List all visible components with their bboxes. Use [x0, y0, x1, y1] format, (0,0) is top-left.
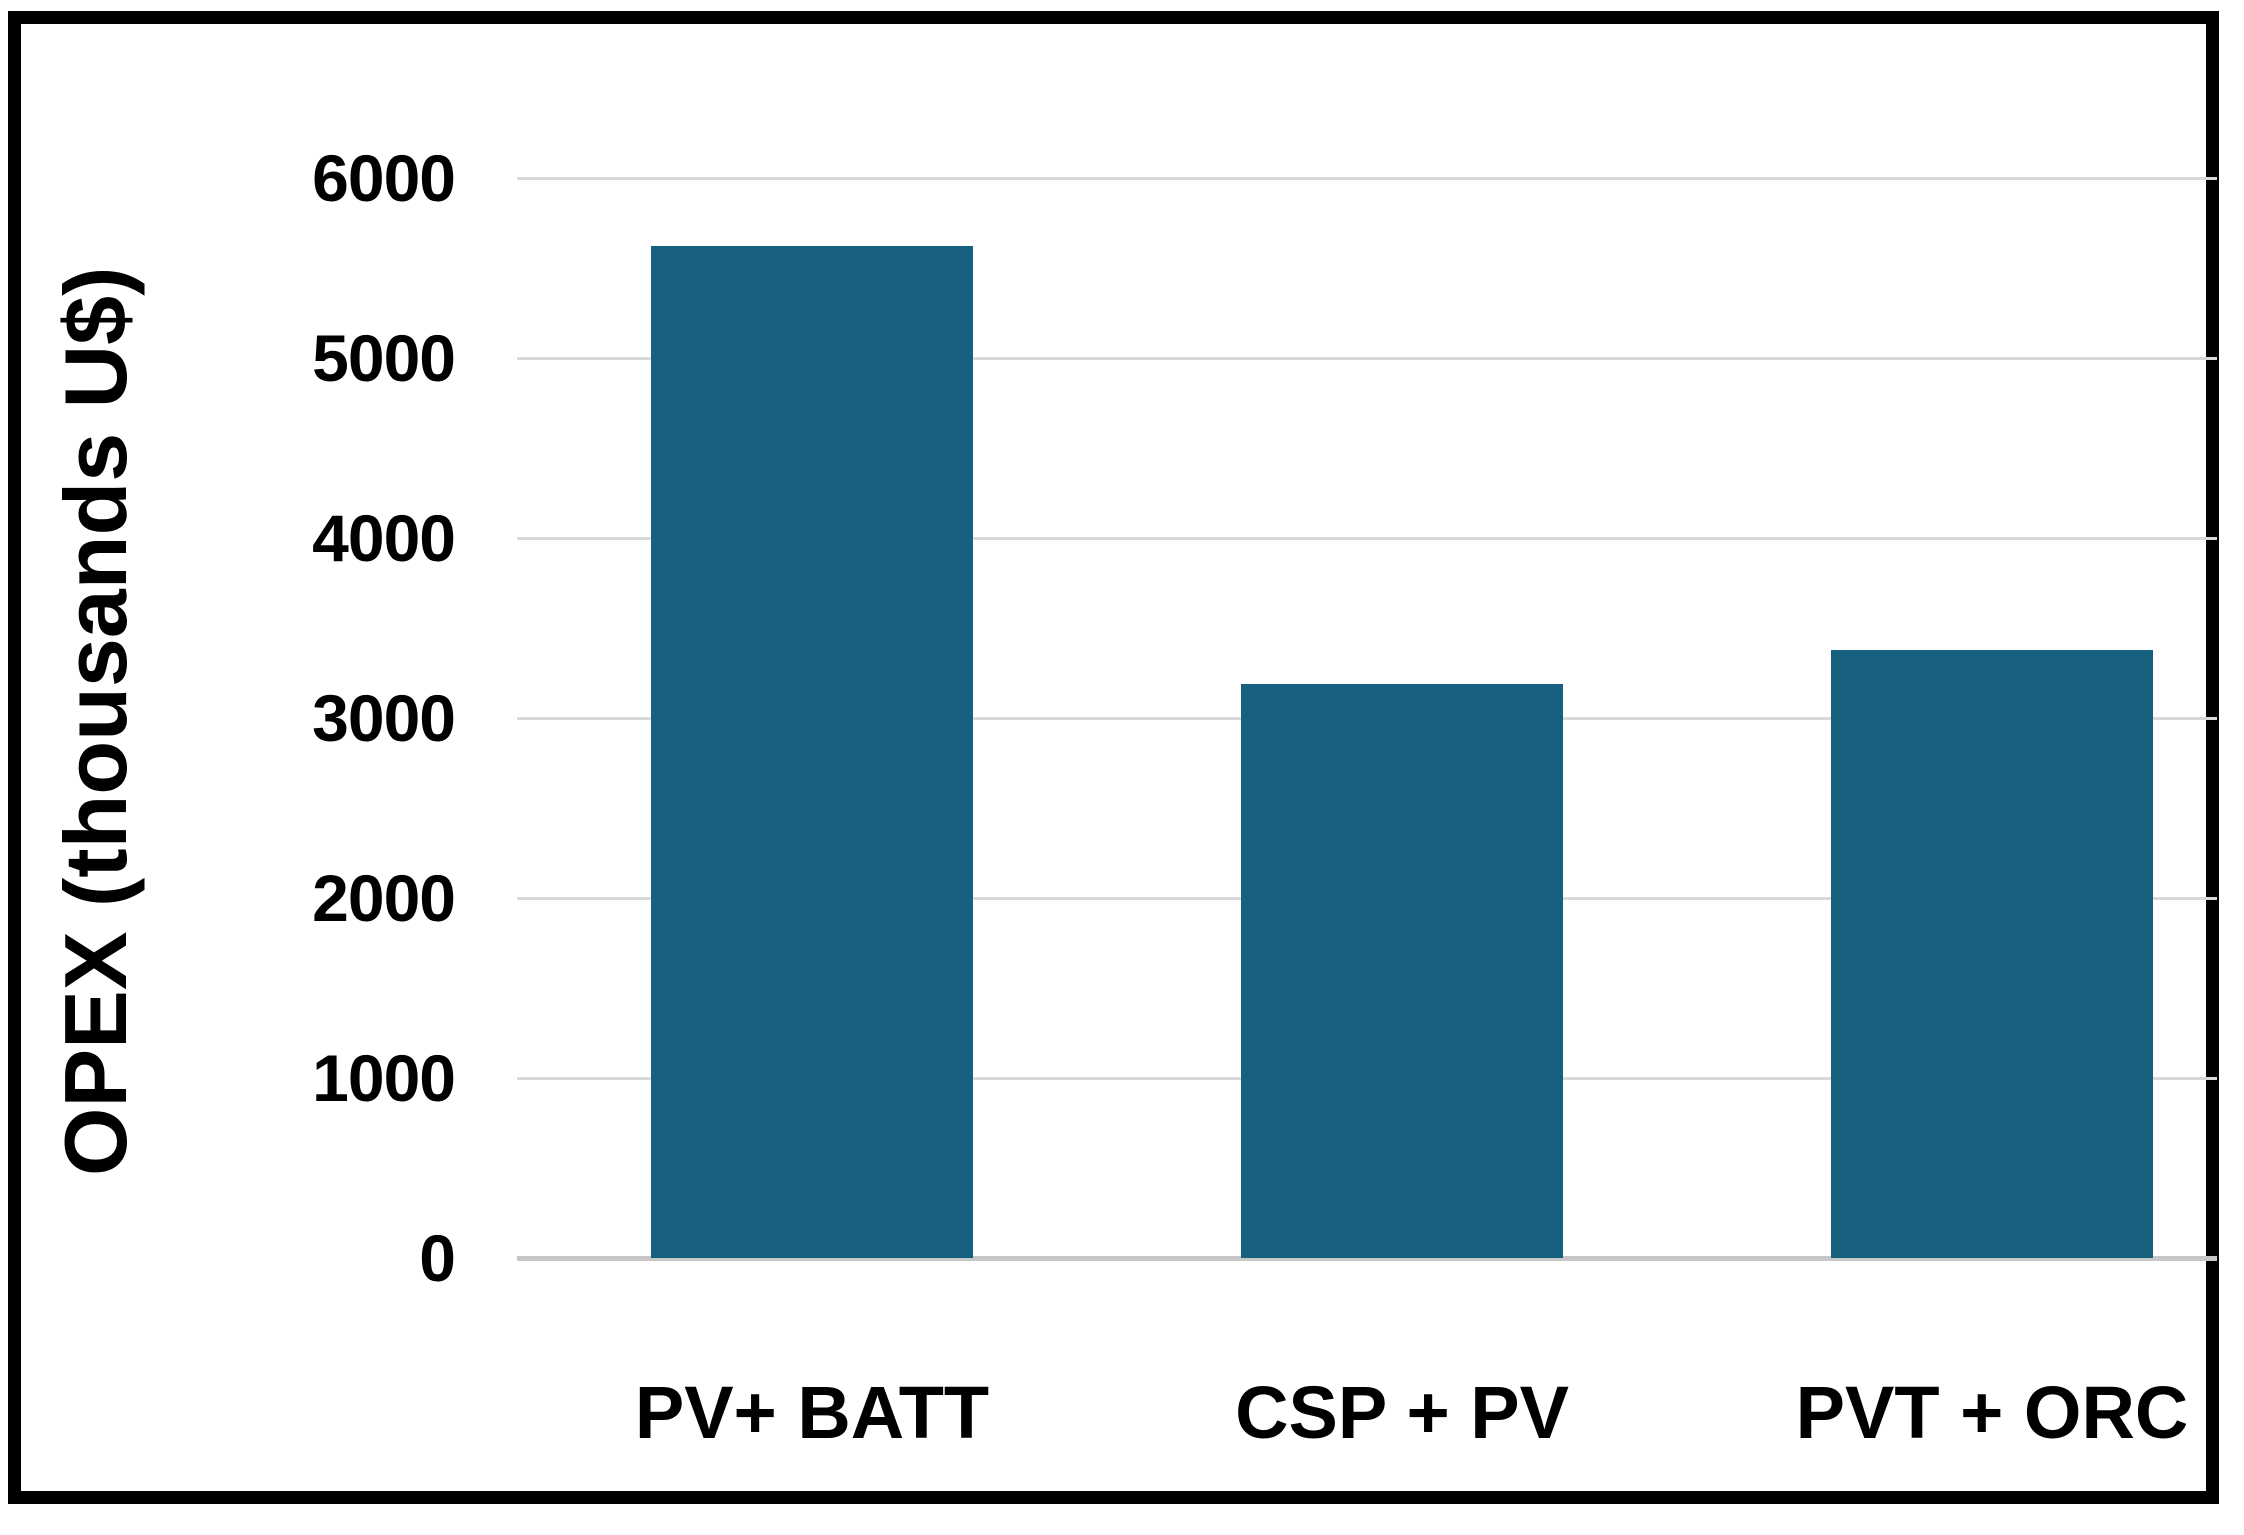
x-category-label-3: PVT + ORC: [1795, 1371, 2189, 1454]
bar-csp-pv: [1241, 683, 1563, 1258]
bar-pv-batt: [651, 246, 973, 1258]
y-tick-label-1000: 1000: [312, 1041, 456, 1115]
gridline-5000: [517, 356, 2217, 360]
y-axis-title: OPEX (thousands U$): [46, 266, 145, 1176]
y-tick-label-5000: 5000: [312, 321, 456, 395]
gridline-6000: [517, 176, 2217, 180]
y-tick-label-4000: 4000: [312, 501, 456, 575]
bar-pvt-orc: [1831, 649, 2153, 1258]
gridline-4000: [517, 536, 2217, 540]
y-tick-label-6000: 6000: [312, 141, 456, 215]
y-tick-label-3000: 3000: [312, 681, 456, 755]
x-category-label-1: PV+ BATT: [634, 1371, 990, 1454]
x-axis-line: [517, 1255, 2217, 1261]
y-tick-label-2000: 2000: [312, 861, 456, 935]
x-category-label-2: CSP + PV: [1235, 1371, 1569, 1454]
y-tick-label-0: 0: [419, 1221, 456, 1295]
